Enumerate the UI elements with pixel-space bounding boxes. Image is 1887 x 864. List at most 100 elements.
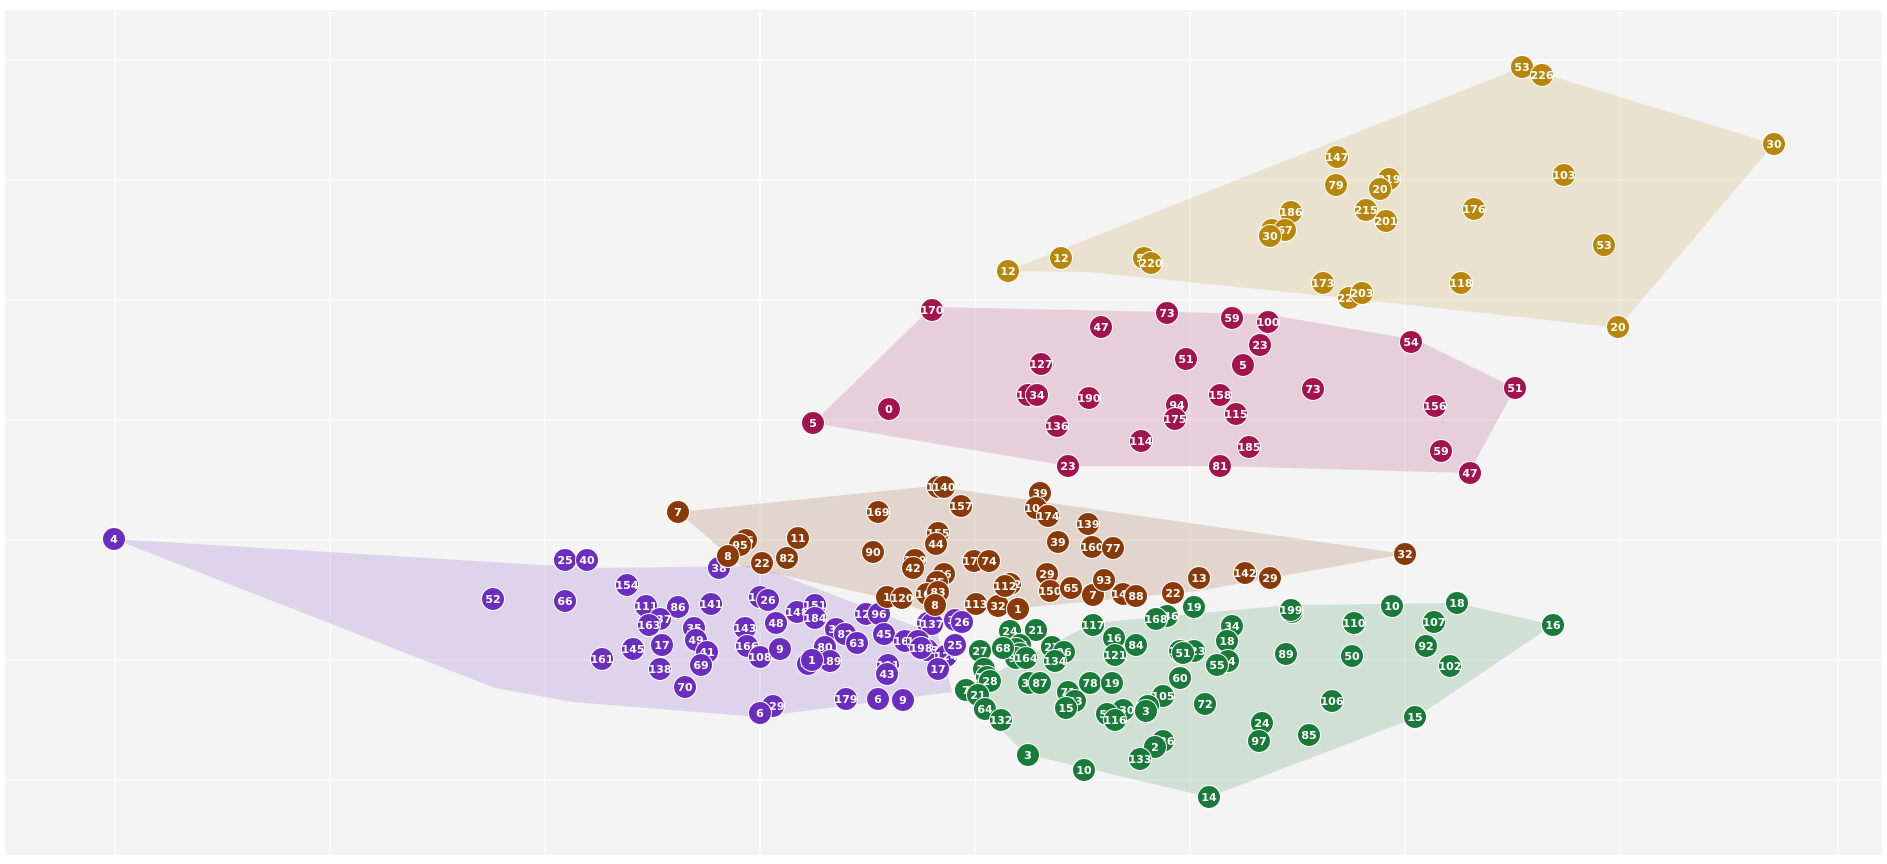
point-4-8: 50 bbox=[1340, 644, 1364, 668]
point-label: 47 bbox=[1462, 467, 1477, 480]
point-0-8: 141 bbox=[699, 592, 723, 616]
point-4-36: 3 bbox=[1134, 699, 1158, 723]
point-3-12: 147 bbox=[1325, 145, 1349, 169]
point-2-24: 54 bbox=[1399, 330, 1423, 354]
point-label: 3 bbox=[1024, 749, 1032, 762]
point-label: 103 bbox=[1553, 169, 1576, 182]
point-marker bbox=[1320, 689, 1344, 713]
point-label: 0 bbox=[885, 403, 893, 416]
point-label: 138 bbox=[649, 663, 672, 676]
point-marker bbox=[1606, 315, 1630, 339]
point-marker bbox=[102, 527, 126, 551]
point-marker bbox=[1076, 512, 1100, 536]
point-0-7: 86 bbox=[666, 595, 690, 619]
point-marker bbox=[923, 593, 947, 617]
point-marker bbox=[1036, 504, 1060, 528]
point-3-3: 220 bbox=[1139, 251, 1163, 275]
point-label: 137 bbox=[921, 618, 944, 631]
point-0-49: 198 bbox=[909, 636, 933, 660]
point-label: 14 bbox=[1201, 791, 1217, 804]
point-marker bbox=[1124, 633, 1148, 657]
point-marker bbox=[1445, 591, 1469, 615]
point-label: 163 bbox=[638, 619, 661, 632]
point-0-30: 9 bbox=[768, 637, 792, 661]
point-marker bbox=[875, 662, 899, 686]
point-marker bbox=[764, 611, 788, 635]
point-label: 23 bbox=[1252, 339, 1267, 352]
point-label: 30 bbox=[1262, 230, 1278, 243]
point-marker bbox=[1247, 729, 1271, 753]
point-label: 23 bbox=[1060, 460, 1075, 473]
point-3-11: 176 bbox=[1462, 197, 1486, 221]
point-label: 86 bbox=[670, 601, 686, 614]
point-marker bbox=[615, 573, 639, 597]
point-1-32: 65 bbox=[1059, 576, 1083, 600]
point-label: 139 bbox=[1077, 518, 1100, 531]
point-label: 5 bbox=[809, 417, 817, 430]
point-label: 88 bbox=[1128, 590, 1143, 603]
point-label: 28 bbox=[982, 675, 997, 688]
point-4-28: 51 bbox=[1171, 641, 1195, 665]
point-2-23: 73 bbox=[1301, 377, 1325, 401]
point-label: 11 bbox=[790, 532, 805, 545]
point-marker bbox=[689, 653, 713, 677]
point-marker bbox=[1168, 666, 1192, 690]
point-marker bbox=[1077, 386, 1101, 410]
point-label: 121 bbox=[1104, 649, 1127, 662]
point-marker bbox=[1103, 708, 1127, 732]
point-marker bbox=[1059, 576, 1083, 600]
point-2-7: 23 bbox=[1248, 333, 1272, 357]
point-1-47: 29 bbox=[1258, 566, 1282, 590]
point-3-4: 53 bbox=[1510, 55, 1534, 79]
point-marker bbox=[950, 610, 974, 634]
point-label: 220 bbox=[1140, 257, 1163, 270]
point-label: 77 bbox=[1105, 542, 1120, 555]
point-marker bbox=[1231, 353, 1255, 377]
point-marker bbox=[1541, 613, 1565, 637]
point-marker bbox=[1462, 197, 1486, 221]
point-label: 32 bbox=[1397, 548, 1412, 561]
point-label: 74 bbox=[981, 555, 997, 568]
point-label: 34 bbox=[1029, 389, 1045, 402]
point-2-20: 23 bbox=[1056, 454, 1080, 478]
point-label: 65 bbox=[1063, 582, 1078, 595]
point-label: 142 bbox=[1234, 567, 1257, 580]
point-0-23: 108 bbox=[748, 645, 772, 669]
point-3-6: 30 bbox=[1762, 132, 1786, 156]
point-marker bbox=[750, 551, 774, 575]
point-label: 93 bbox=[1096, 574, 1111, 587]
point-marker bbox=[1025, 383, 1049, 407]
point-3-13: 79 bbox=[1324, 173, 1348, 197]
point-label: 42 bbox=[905, 562, 920, 575]
point-label: 161 bbox=[591, 653, 614, 666]
point-label: 201 bbox=[1375, 215, 1398, 228]
point-4-21: 18 bbox=[1215, 629, 1239, 653]
point-1-24: 120 bbox=[890, 586, 914, 610]
point-label: 89 bbox=[1278, 648, 1293, 661]
point-2-26: 156 bbox=[1423, 394, 1447, 418]
point-marker bbox=[481, 587, 505, 611]
point-marker bbox=[1171, 641, 1195, 665]
point-label: 25 bbox=[947, 639, 962, 652]
point-0-3: 52 bbox=[481, 587, 505, 611]
point-label: 51 bbox=[1175, 647, 1190, 660]
point-label: 64 bbox=[977, 703, 993, 716]
point-label: 164 bbox=[1015, 652, 1038, 665]
point-label: 106 bbox=[1321, 695, 1344, 708]
point-1-46: 142 bbox=[1233, 561, 1257, 585]
point-3-18: 186 bbox=[1279, 200, 1303, 224]
point-marker bbox=[890, 586, 914, 610]
point-0-41: 137 bbox=[920, 612, 944, 636]
point-marker bbox=[1399, 330, 1423, 354]
point-1-10: 140 bbox=[932, 475, 956, 499]
point-marker bbox=[1124, 584, 1148, 608]
point-marker bbox=[575, 548, 599, 572]
point-marker bbox=[1139, 251, 1163, 275]
point-4-62: 27 bbox=[968, 639, 992, 663]
point-1-22: 8 bbox=[923, 593, 947, 617]
point-label: 54 bbox=[1403, 336, 1419, 349]
point-marker bbox=[1403, 705, 1427, 729]
point-4-23: 55 bbox=[1205, 653, 1229, 677]
point-marker bbox=[1393, 542, 1417, 566]
point-4-5: 199 bbox=[1279, 598, 1303, 622]
